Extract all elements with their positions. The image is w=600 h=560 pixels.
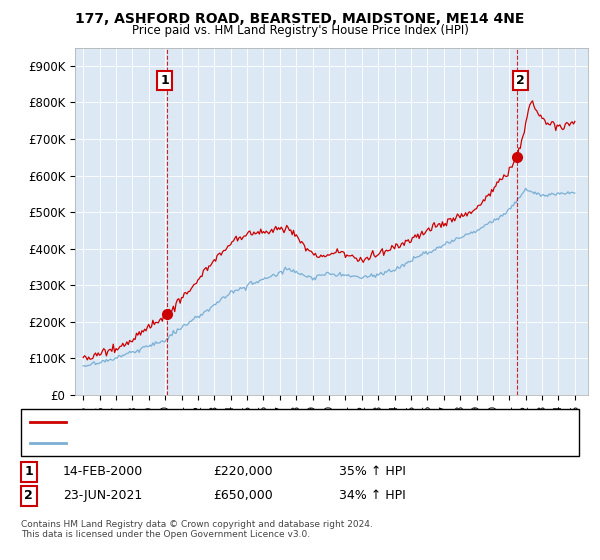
Text: 35% ↑ HPI: 35% ↑ HPI (339, 465, 406, 478)
Text: 2: 2 (516, 74, 525, 87)
Text: 1: 1 (25, 465, 33, 478)
Text: 2: 2 (25, 489, 33, 502)
Text: £650,000: £650,000 (213, 489, 273, 502)
Text: Contains HM Land Registry data © Crown copyright and database right 2024.
This d: Contains HM Land Registry data © Crown c… (21, 520, 373, 539)
Text: £220,000: £220,000 (213, 465, 272, 478)
Text: 1: 1 (160, 74, 169, 87)
Text: 34% ↑ HPI: 34% ↑ HPI (339, 489, 406, 502)
Text: 177, ASHFORD ROAD, BEARSTED, MAIDSTONE, ME14 4NE (detached house): 177, ASHFORD ROAD, BEARSTED, MAIDSTONE, … (72, 417, 468, 427)
Text: 177, ASHFORD ROAD, BEARSTED, MAIDSTONE, ME14 4NE: 177, ASHFORD ROAD, BEARSTED, MAIDSTONE, … (76, 12, 524, 26)
Text: 14-FEB-2000: 14-FEB-2000 (63, 465, 143, 478)
Text: Price paid vs. HM Land Registry's House Price Index (HPI): Price paid vs. HM Land Registry's House … (131, 24, 469, 37)
Text: 23-JUN-2021: 23-JUN-2021 (63, 489, 142, 502)
Text: HPI: Average price, detached house, Maidstone: HPI: Average price, detached house, Maid… (72, 438, 319, 448)
